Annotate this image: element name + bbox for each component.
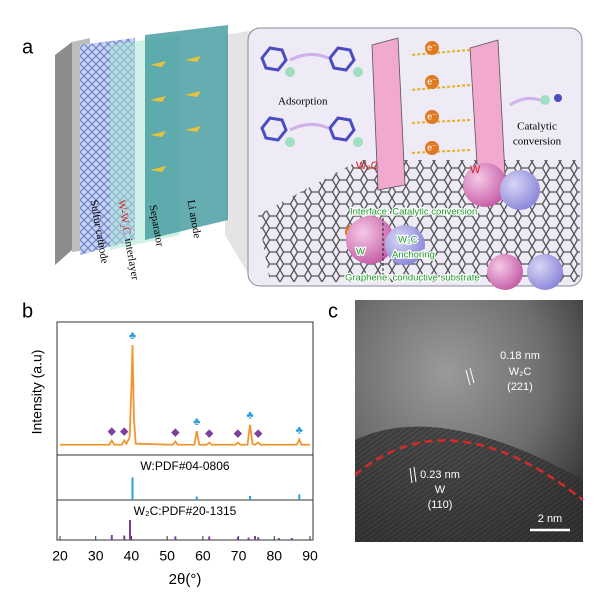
annotation: Graphene: conductive substrate [345, 273, 480, 284]
panel-label: a [22, 36, 34, 58]
spacing-marks [409, 367, 475, 484]
peak-marker: ◆ [205, 428, 214, 440]
panel-b: b Intensity (a.u) 2θ(°) 20 30 40 50 60 70 80 90… [22, 300, 318, 588]
reference-stick [290, 538, 293, 540]
w-particle [500, 170, 540, 210]
boundary [354, 439, 584, 501]
x-tick-label: 70 [231, 548, 247, 564]
x-tick-label: 20 [52, 548, 68, 564]
reference-stick [174, 536, 177, 540]
li-atoms [285, 67, 550, 147]
arrows [150, 56, 201, 172]
x-tick-label: 30 [88, 548, 104, 564]
peak-marker: ♣ [193, 416, 200, 428]
reference-stick [257, 537, 260, 540]
annotation: Interface: Catalytic conversion [350, 207, 477, 218]
peak-marker: ◆ [171, 427, 180, 439]
annotation: Anchoring [392, 250, 435, 261]
reference-label: W:PDF#04-0806 [140, 459, 229, 473]
reference-stick [129, 520, 131, 540]
reference-stick [247, 537, 250, 540]
anode-plate [145, 25, 228, 240]
w2c-sheet [371, 37, 406, 191]
peak-marker: ◆ [254, 428, 263, 440]
plot-frame [56, 321, 314, 541]
y-axis-label: Intensity (a.u) [29, 350, 45, 435]
electron-label: e⁻ [427, 111, 437, 121]
annotation: W₂C [509, 366, 532, 378]
particle [487, 254, 523, 290]
annotation: W₂C [398, 235, 418, 246]
peak-marker: ◆ [108, 425, 117, 437]
reference-stick [131, 477, 134, 500]
x-axis-label: 2θ(°) [169, 571, 202, 588]
panel-c: c 0.18 nm W₂C (221) 0.23 nm W (110) 2 nm [328, 300, 584, 542]
annotation: 0.18 nm [500, 350, 540, 362]
w-sheet [469, 39, 506, 181]
reference-stick [277, 538, 280, 540]
scale-bar-label: 2 nm [538, 513, 562, 525]
reference-stick [208, 536, 211, 540]
peak-marker: ♣ [246, 410, 253, 422]
annotation: W [470, 164, 481, 176]
electron-label: e⁻ [427, 42, 437, 52]
peak-marker: ◆ [120, 425, 129, 437]
panel-label: b [22, 300, 33, 322]
w2c-particle [346, 216, 394, 264]
layer-label-red: W-W₂C [116, 199, 134, 236]
molecules [260, 46, 356, 142]
s-atom [554, 94, 562, 102]
electron-arrows [409, 49, 471, 154]
panel-label: c [328, 300, 338, 322]
annotation: Catalytic [517, 121, 557, 133]
cathode-plate [55, 42, 72, 265]
reference-label: W₂C:PDF#20-1315 [134, 504, 237, 518]
electron-label: e⁻ [427, 142, 437, 152]
x-tick-label: 40 [124, 548, 140, 564]
peak-marker: ◆ [234, 428, 243, 440]
x-tick-label: 60 [195, 548, 211, 564]
annotation: (110) [428, 499, 453, 511]
electron-label: e⁻ [427, 76, 437, 86]
x-tick-label: 90 [302, 548, 318, 564]
reference-stick [236, 536, 239, 540]
layer-label: interlayer [122, 237, 141, 281]
reference-stick [195, 496, 198, 500]
reference-stick [123, 535, 126, 540]
lattice-fringes [355, 426, 583, 542]
swooshes [289, 53, 541, 132]
xrd-line [60, 344, 310, 446]
annotation: conversion [513, 136, 562, 148]
annotation: Adsorption [278, 96, 328, 108]
peak-marker: ♣ [296, 424, 303, 436]
reference-stick [298, 494, 301, 500]
annotation: W [356, 247, 365, 258]
w2c-particle [385, 225, 425, 265]
annotation: 0.23 nm [420, 469, 460, 481]
x-tick-label: 50 [159, 548, 175, 564]
reference-stick [110, 535, 113, 540]
w-particle [463, 163, 507, 207]
particle [527, 254, 563, 290]
reference-stick [254, 536, 256, 540]
reference-stick [249, 495, 251, 500]
x-tick-label: 80 [266, 548, 282, 564]
annotation: W [435, 484, 446, 496]
panel-a: a Sulfur cathode W-W₂Cinterlayer Separat… [22, 25, 583, 290]
annotation: (221) [507, 381, 533, 393]
annotation: W₂C [356, 160, 379, 172]
peak-marker: ♣ [129, 330, 136, 342]
